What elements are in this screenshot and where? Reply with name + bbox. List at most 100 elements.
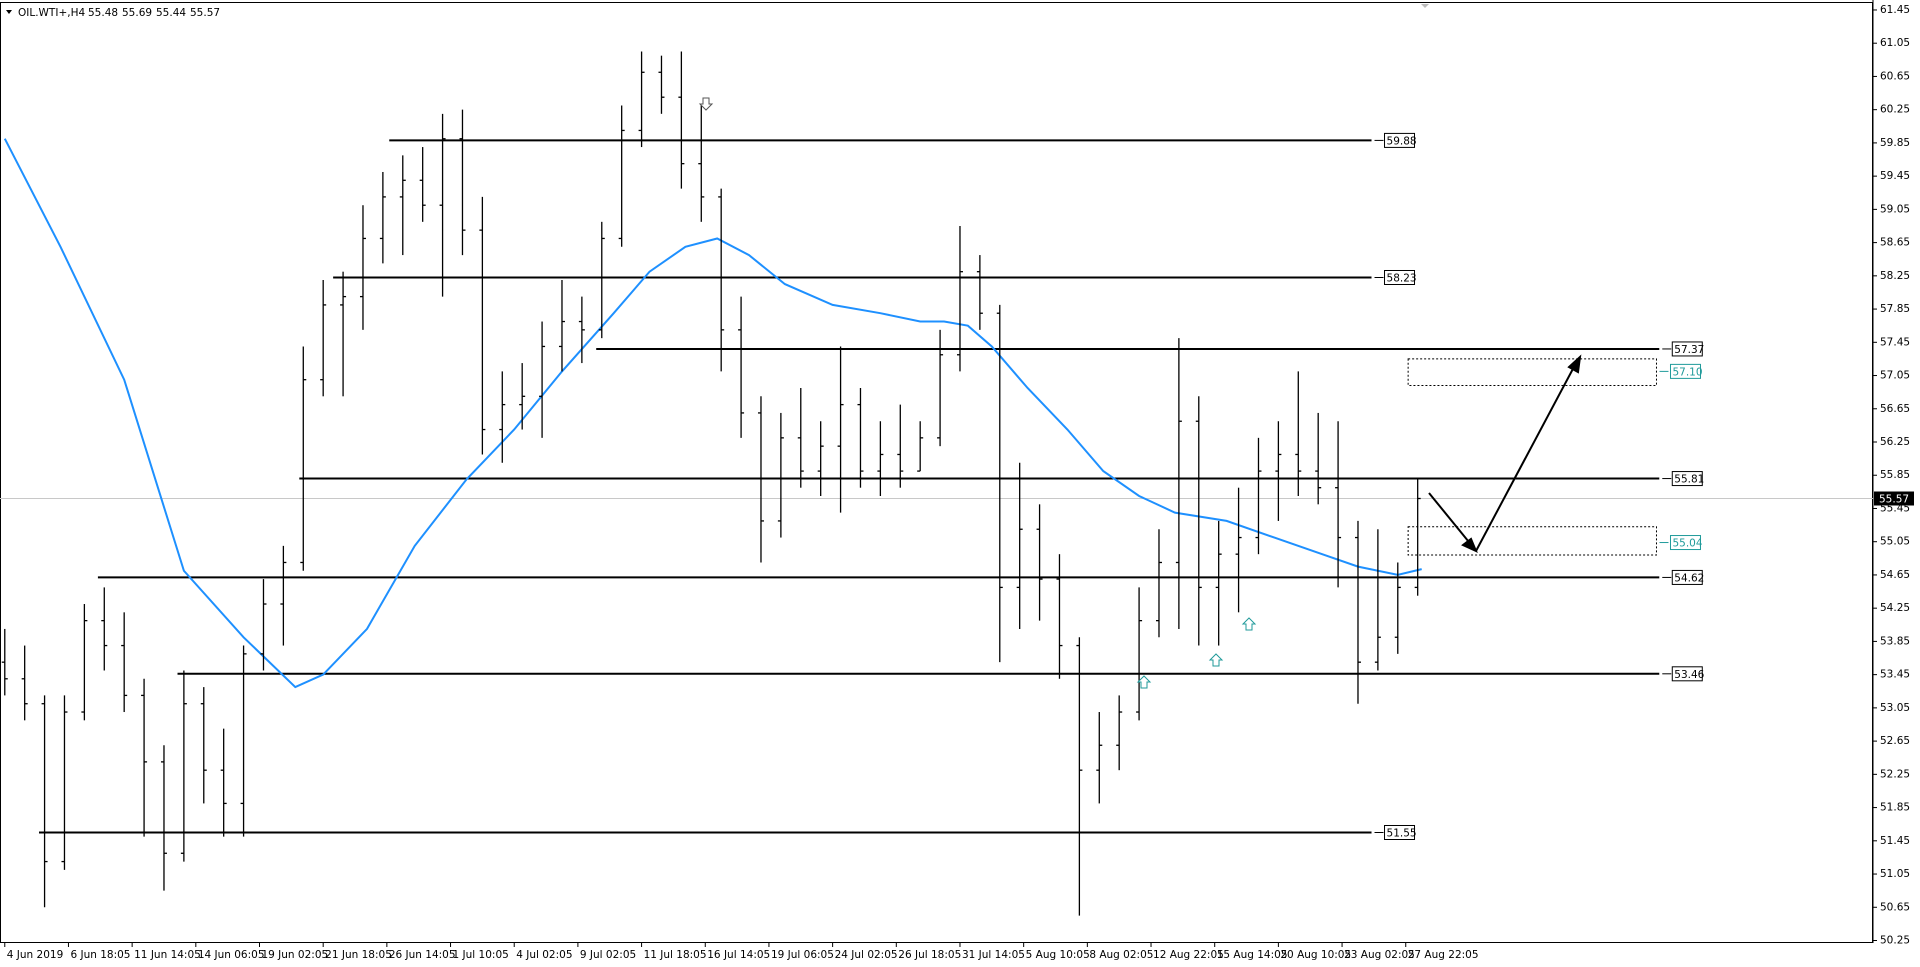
ohlc-bar — [200, 687, 207, 804]
ohlc-bar — [658, 55, 665, 114]
x-tick-label: 11 Jul 18:05 — [644, 949, 707, 961]
ohlc-bar — [757, 396, 764, 563]
ohlc-bar — [797, 388, 804, 488]
header-value: 55.57 — [190, 7, 220, 19]
ohlc-bar — [1235, 487, 1242, 613]
fractal-up — [1208, 653, 1224, 667]
ohlc-bar — [1255, 437, 1262, 555]
ohlc-bar — [320, 279, 327, 397]
x-tick-label: 23 Aug 02:05 — [1344, 949, 1415, 961]
x-tick-label: 15 Aug 14:05 — [1217, 949, 1288, 961]
y-tick-label: 58.25 — [1880, 270, 1910, 282]
fractal-up — [1136, 675, 1152, 689]
ohlc-bar — [539, 321, 546, 438]
ohlc-bar — [937, 329, 944, 447]
x-tick-label: 19 Jul 06:05 — [771, 949, 834, 961]
zone-label-box — [1669, 363, 1701, 379]
y-tick-label: 53.85 — [1880, 635, 1910, 647]
header-value: 55.44 — [156, 7, 186, 19]
ohlc-bar — [558, 279, 565, 372]
x-tick-label: 9 Jul 02:05 — [580, 949, 636, 961]
y-tick-label: 55.05 — [1880, 536, 1910, 548]
y-tick-label: 51.05 — [1880, 868, 1910, 880]
ohlc-bar — [598, 221, 605, 339]
x-tick-label: 16 Jul 14:05 — [707, 949, 770, 961]
y-tick-label: 59.05 — [1880, 203, 1910, 215]
ohlc-bar — [1096, 712, 1103, 804]
level-label: 57.37 — [1674, 344, 1704, 356]
x-tick-label: 4 Jun 2019 — [7, 949, 63, 961]
ohlc-bar — [359, 205, 366, 330]
ohlc-bar — [857, 388, 864, 488]
y-tick-label: 52.25 — [1880, 768, 1910, 780]
ohlc-bar — [1295, 371, 1302, 497]
scroll-marker — [1421, 4, 1429, 8]
x-tick-label: 26 Jul 18:05 — [898, 949, 961, 961]
y-tick-label: 61.05 — [1880, 37, 1910, 49]
x-tick-label: 12 Aug 22:05 — [1153, 949, 1224, 961]
fractal-markers — [698, 97, 1257, 689]
ohlc-bar — [280, 545, 287, 646]
x-tick-label: 14 Jun 06:05 — [198, 949, 265, 961]
ohlc-bar — [777, 412, 784, 538]
y-tick-label: 54.65 — [1880, 569, 1910, 581]
ohlc-bar — [340, 271, 347, 397]
header-value: 55.48 — [88, 7, 118, 19]
ohlc-bar — [1275, 421, 1282, 521]
last-price-box — [1874, 491, 1914, 506]
y-tick-label: 56.25 — [1880, 436, 1910, 448]
ohlc-bar — [996, 304, 1003, 663]
ohlc-bar — [1056, 554, 1063, 679]
y-tick-label: 50.25 — [1880, 935, 1910, 947]
level-label: 58.23 — [1387, 272, 1417, 284]
ohlc-bar — [1016, 462, 1023, 629]
x-tick-label: 5 Aug 10:05 — [1026, 949, 1090, 961]
y-tick-label: 59.85 — [1880, 137, 1910, 149]
ohlc-bar — [578, 296, 585, 364]
header-value: 55.69 — [122, 7, 152, 19]
y-tick-label: 57.05 — [1880, 370, 1910, 382]
ohlc-bar — [439, 113, 446, 297]
fractal-up — [1241, 617, 1257, 631]
ohlc-bar — [1036, 504, 1043, 621]
ohlc-bar — [817, 421, 824, 497]
forecast-arrows — [1428, 354, 1582, 553]
zone-label-box — [1669, 535, 1701, 551]
ohlc-bar — [1, 628, 8, 696]
y-tick-label: 59.45 — [1880, 170, 1910, 182]
ohlc-bar — [1215, 520, 1222, 646]
ohlc-bar — [379, 171, 386, 264]
ohlc-bar — [499, 371, 506, 463]
ohlc-bar — [1155, 529, 1162, 638]
y-tick-label: 57.85 — [1880, 303, 1910, 315]
ohlc-bar — [300, 346, 307, 571]
ohlc-bar — [638, 51, 645, 148]
arrowhead — [1567, 354, 1582, 374]
ohlc-bar — [519, 363, 526, 430]
y-tick-label: 58.65 — [1880, 237, 1910, 249]
moving-average — [3, 138, 1422, 689]
ohlc-bar — [956, 225, 963, 372]
y-tick-label: 50.65 — [1880, 901, 1910, 913]
ohlc-bar — [419, 147, 426, 222]
level-label: 53.46 — [1674, 669, 1704, 681]
ohlc-bar — [877, 421, 884, 497]
ohlc-bar — [61, 695, 68, 870]
zone-label: 57.10 — [1672, 366, 1702, 378]
ohlc-bar — [260, 579, 267, 671]
level-label: 59.88 — [1387, 135, 1417, 147]
ohlc-bar — [976, 255, 983, 330]
ohlc-bar — [1335, 421, 1342, 588]
ohlc-bar — [1414, 479, 1421, 596]
ohlc-bar — [1374, 529, 1381, 671]
x-tick-label: 4 Jul 02:05 — [516, 949, 572, 961]
ohlc-bar — [618, 105, 625, 247]
menu-icon — [6, 10, 12, 14]
y-tick-label: 52.65 — [1880, 735, 1910, 747]
level-label-box — [1384, 132, 1416, 148]
ohlc-bar — [1116, 695, 1123, 771]
ohlc-bar — [141, 678, 148, 837]
